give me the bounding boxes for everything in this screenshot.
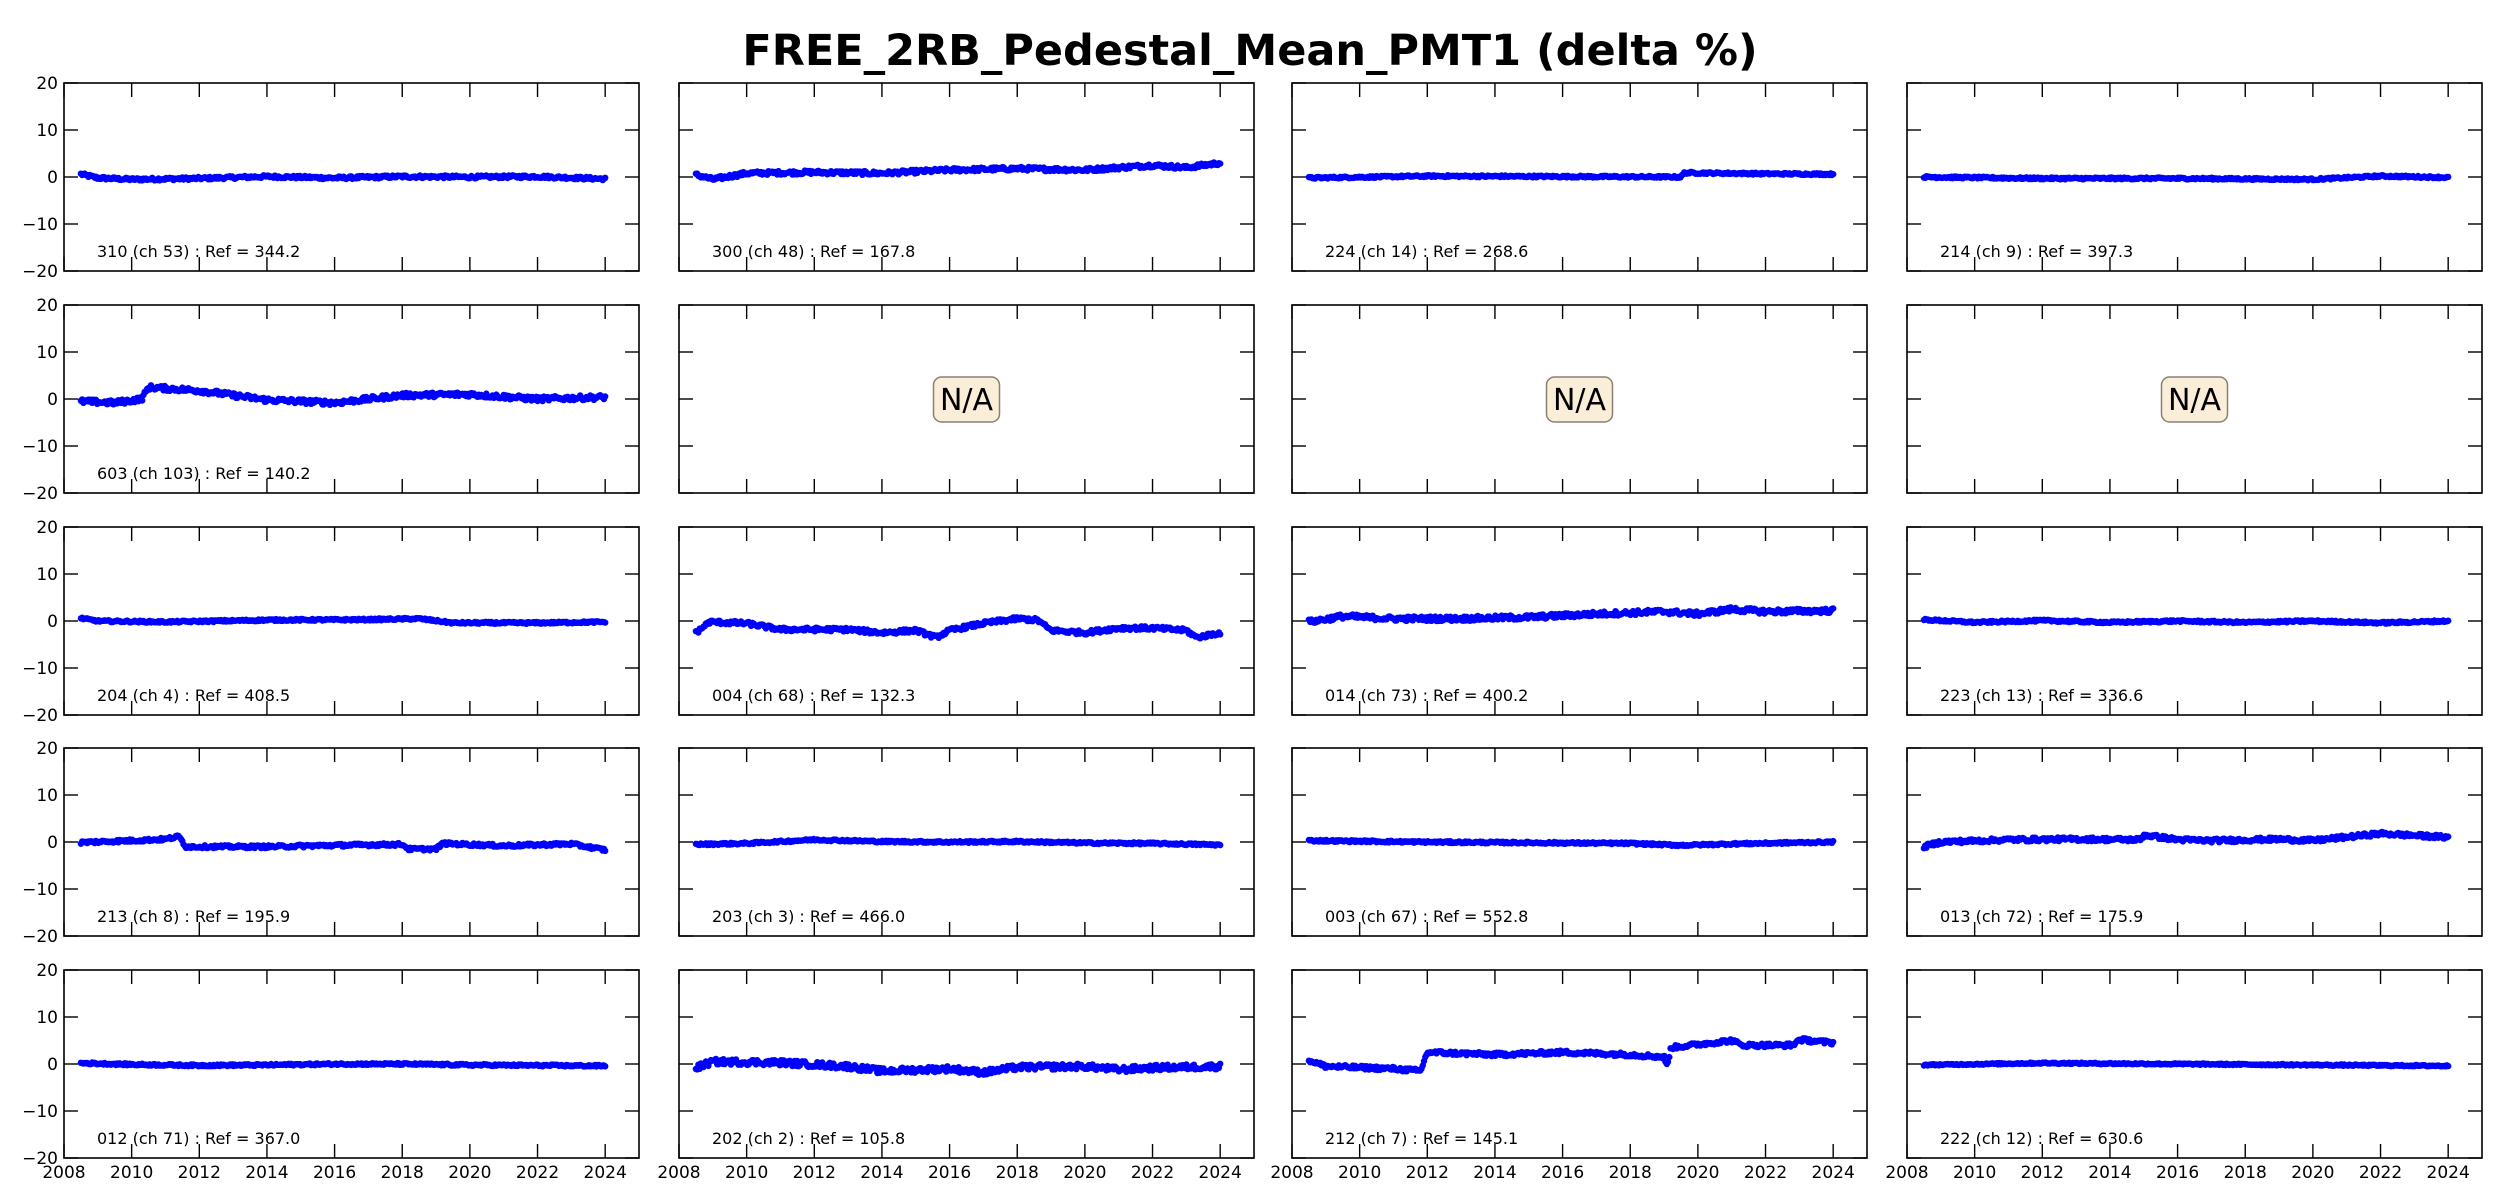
y-tick-label: 0 [47, 168, 58, 188]
panel-label: 223 (ch 13) : Ref = 336.6 [1940, 686, 2143, 705]
subplot-panel: N/A [1906, 304, 2483, 494]
data-point [602, 619, 609, 626]
y-tick-label: −20 [22, 706, 58, 726]
data-series [1305, 168, 1837, 182]
panel-label: 214 (ch 9) : Ref = 397.3 [1940, 242, 2133, 261]
subplot-panel: 224 (ch 14) : Ref = 268.6 [1291, 82, 1868, 272]
y-tick-label: 20 [36, 739, 58, 759]
panel-label: 310 (ch 53) : Ref = 344.2 [97, 242, 300, 261]
subplot-panel: 014 (ch 73) : Ref = 400.2 [1291, 526, 1868, 716]
y-tick-label: 0 [47, 833, 58, 853]
y-tick-label: 20 [36, 74, 58, 94]
data-point [1830, 171, 1837, 178]
y-tick-label: 20 [36, 518, 58, 538]
data-point [602, 847, 609, 855]
panel-label: 603 (ch 103) : Ref = 140.2 [97, 464, 311, 483]
subplot-panel: N/A [678, 304, 1255, 494]
subplot-panel: 004 (ch 68) : Ref = 132.3 [678, 526, 1255, 716]
y-tick-label: −20 [22, 484, 58, 504]
na-label: N/A [2168, 383, 2222, 418]
na-label: N/A [1553, 383, 1607, 418]
subplot-panel: 20 10 0 −10 −20 213 (ch 8) : Ref = 195.9 [22, 739, 640, 947]
y-tick-label: 0 [47, 390, 58, 410]
axes-frame [678, 82, 1255, 272]
y-tick-label: 20 [36, 296, 58, 316]
subplot-panel: 20 10 0 −10 −20 310 (ch 53) : Ref = 344.2 [22, 74, 640, 282]
data-series [692, 159, 1224, 183]
subplot-panel: N/A [1291, 304, 1868, 494]
data-point [602, 174, 609, 181]
subplot-panel: 214 (ch 9) : Ref = 397.3 [1906, 82, 2483, 272]
y-tick-label: 10 [36, 565, 58, 585]
y-tick-label: −20 [22, 927, 58, 947]
subplot-panel: 223 (ch 13) : Ref = 336.6 [1906, 526, 2483, 716]
panel-label: 004 (ch 68) : Ref = 132.3 [712, 686, 915, 705]
y-tick-label: −10 [22, 659, 58, 679]
subplot-panel: 20 10 0 −10 −20 603 (ch 103) : Ref = 140.2 [22, 296, 640, 504]
panel-label: 224 (ch 14) : Ref = 268.6 [1325, 242, 1528, 261]
y-tick-label: −10 [22, 437, 58, 457]
panel-label: 213 (ch 8) : Ref = 195.9 [97, 907, 290, 926]
y-tick-label: −20 [22, 262, 58, 282]
y-tick-label: 10 [36, 121, 58, 141]
data-series [77, 170, 609, 184]
data-point [602, 393, 609, 400]
data-point [2445, 617, 2452, 624]
data-point [139, 397, 146, 404]
na-label: N/A [940, 383, 994, 418]
data-point [1217, 160, 1224, 167]
panel-label: 204 (ch 4) : Ref = 408.5 [97, 686, 290, 705]
subplot-panel: 203 (ch 3) : Ref = 466.0 [678, 747, 1255, 937]
y-tick-label: 10 [36, 786, 58, 806]
y-tick-label: 10 [36, 343, 58, 363]
data-point [2445, 173, 2452, 181]
data-series [1920, 172, 2452, 184]
y-tick-label: −10 [22, 215, 58, 235]
data-point [1217, 631, 1224, 638]
panel-label: 300 (ch 48) : Ref = 167.8 [712, 242, 915, 261]
data-point [1830, 605, 1837, 612]
na-box [1545, 376, 1614, 423]
na-box [2160, 376, 2229, 423]
panel-label: 014 (ch 73) : Ref = 400.2 [1325, 686, 1528, 705]
subplot-panel: 300 (ch 48) : Ref = 167.8 [678, 82, 1255, 272]
y-tick-label: 0 [47, 612, 58, 632]
chart-title: FREE_2RB_Pedestal_Mean_PMT1 (delta %) [742, 26, 1758, 76]
na-box [932, 376, 1001, 423]
subplot-panel: 20 10 0 −10 −20 204 (ch 4) : Ref = 408.5 [22, 518, 640, 726]
data-series [77, 614, 609, 627]
data-series [77, 382, 609, 408]
y-tick-label: −10 [22, 880, 58, 900]
